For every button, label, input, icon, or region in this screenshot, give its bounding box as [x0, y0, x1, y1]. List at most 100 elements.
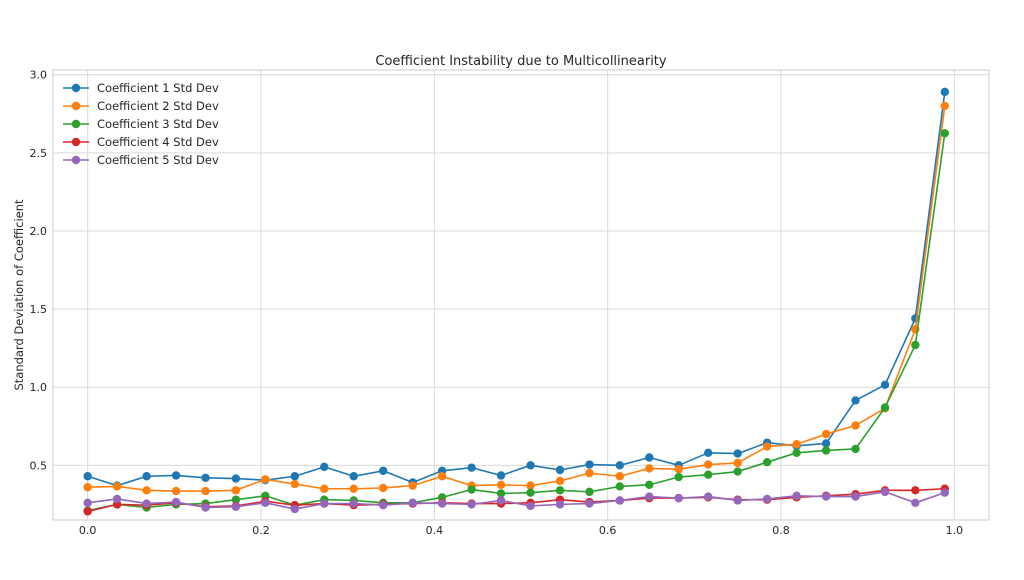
data-point: [674, 472, 683, 482]
data-point: [585, 487, 594, 497]
x-tick-label: 0.6: [599, 524, 617, 537]
data-point: [112, 494, 122, 504]
data-point: [585, 460, 594, 469]
data-point: [261, 498, 270, 508]
data-point: [83, 482, 92, 492]
legend-item: Coefficient 5 Std Dev: [63, 153, 219, 167]
data-point: [290, 472, 299, 481]
data-point: [496, 471, 506, 480]
legend-item: Coefficient 3 Std Dev: [63, 117, 219, 131]
legend-marker: [71, 155, 81, 165]
data-point: [83, 507, 92, 516]
data-point: [940, 101, 949, 111]
x-tick-label: 0.2: [252, 524, 270, 537]
data-point: [231, 495, 241, 504]
data-point: [526, 461, 535, 470]
data-point: [349, 484, 358, 493]
data-point: [704, 492, 713, 501]
data-point: [704, 470, 713, 479]
series-2: [83, 101, 949, 496]
data-point: [467, 463, 476, 472]
data-point: [526, 501, 535, 511]
data-point: [762, 442, 772, 451]
data-point: [201, 503, 210, 512]
data-point: [762, 494, 772, 504]
x-tick-label: 0.8: [772, 524, 790, 537]
data-point: [792, 491, 801, 500]
data-point: [615, 482, 624, 491]
data-point: [940, 129, 949, 138]
data-point: [526, 481, 535, 490]
data-point: [290, 504, 299, 514]
data-point: [83, 472, 92, 481]
data-point: [83, 498, 92, 508]
y-tick-label: 1.5: [30, 303, 48, 316]
y-tick-label: 2.5: [30, 147, 48, 160]
legend-label: Coefficient 5 Std Dev: [97, 153, 219, 167]
y-tick-label: 1.0: [30, 381, 48, 394]
data-point: [437, 472, 447, 481]
series-line: [87, 491, 946, 510]
x-tick-label: 1.0: [946, 524, 964, 537]
legend-marker: [71, 83, 81, 93]
data-point: [496, 480, 506, 490]
series-line: [87, 91, 946, 487]
data-point: [320, 499, 329, 508]
x-tick-label: 0.0: [79, 524, 97, 537]
data-point: [379, 500, 388, 510]
legend-label: Coefficient 2 Std Dev: [97, 99, 219, 113]
plot-area-background: [53, 70, 989, 520]
data-point: [142, 486, 151, 495]
data-point: [615, 472, 624, 481]
data-point: [880, 403, 890, 412]
series-1: [83, 87, 949, 490]
data-point: [437, 499, 447, 508]
data-point: [171, 471, 181, 480]
data-point: [379, 483, 388, 493]
data-point: [733, 458, 742, 468]
data-point: [704, 448, 713, 458]
data-point: [762, 457, 772, 467]
data-point: [645, 453, 654, 462]
data-point: [408, 481, 417, 490]
data-point: [320, 484, 329, 493]
data-point: [645, 480, 654, 490]
data-point: [496, 496, 506, 505]
data-point: [821, 492, 831, 501]
legend-label: Coefficient 1 Std Dev: [97, 81, 219, 95]
series-5: [83, 487, 949, 514]
data-point: [231, 486, 241, 495]
data-point: [674, 493, 683, 503]
data-point: [704, 460, 713, 469]
legend: Coefficient 1 Std Dev Coefficient 2 Std D…: [63, 81, 219, 167]
data-point: [615, 461, 624, 470]
series-line: [87, 105, 946, 492]
data-point: [821, 446, 831, 455]
data-point: [911, 486, 920, 495]
data-point: [585, 468, 594, 478]
legend-item: Coefficient 4 Std Dev: [63, 135, 219, 149]
data-point: [821, 429, 831, 439]
data-point: [349, 499, 358, 508]
data-point: [526, 488, 535, 497]
data-point: [261, 475, 270, 484]
data-point: [940, 87, 949, 97]
data-point: [231, 474, 241, 483]
y-tick-label: 0.5: [30, 459, 48, 472]
data-point: [408, 498, 417, 508]
data-point: [851, 421, 860, 430]
legend-marker: [71, 137, 81, 147]
data-point: [880, 487, 890, 497]
data-point: [851, 492, 860, 501]
data-point: [349, 472, 358, 481]
gridlines: [53, 70, 989, 520]
data-point: [733, 449, 742, 458]
x-tick-label: 0.4: [426, 524, 444, 537]
data-point: [940, 488, 949, 497]
data-point: [467, 500, 476, 509]
legend-marker: [71, 101, 81, 111]
data-point: [290, 479, 299, 489]
legend-marker: [71, 119, 81, 129]
data-point: [792, 440, 801, 449]
